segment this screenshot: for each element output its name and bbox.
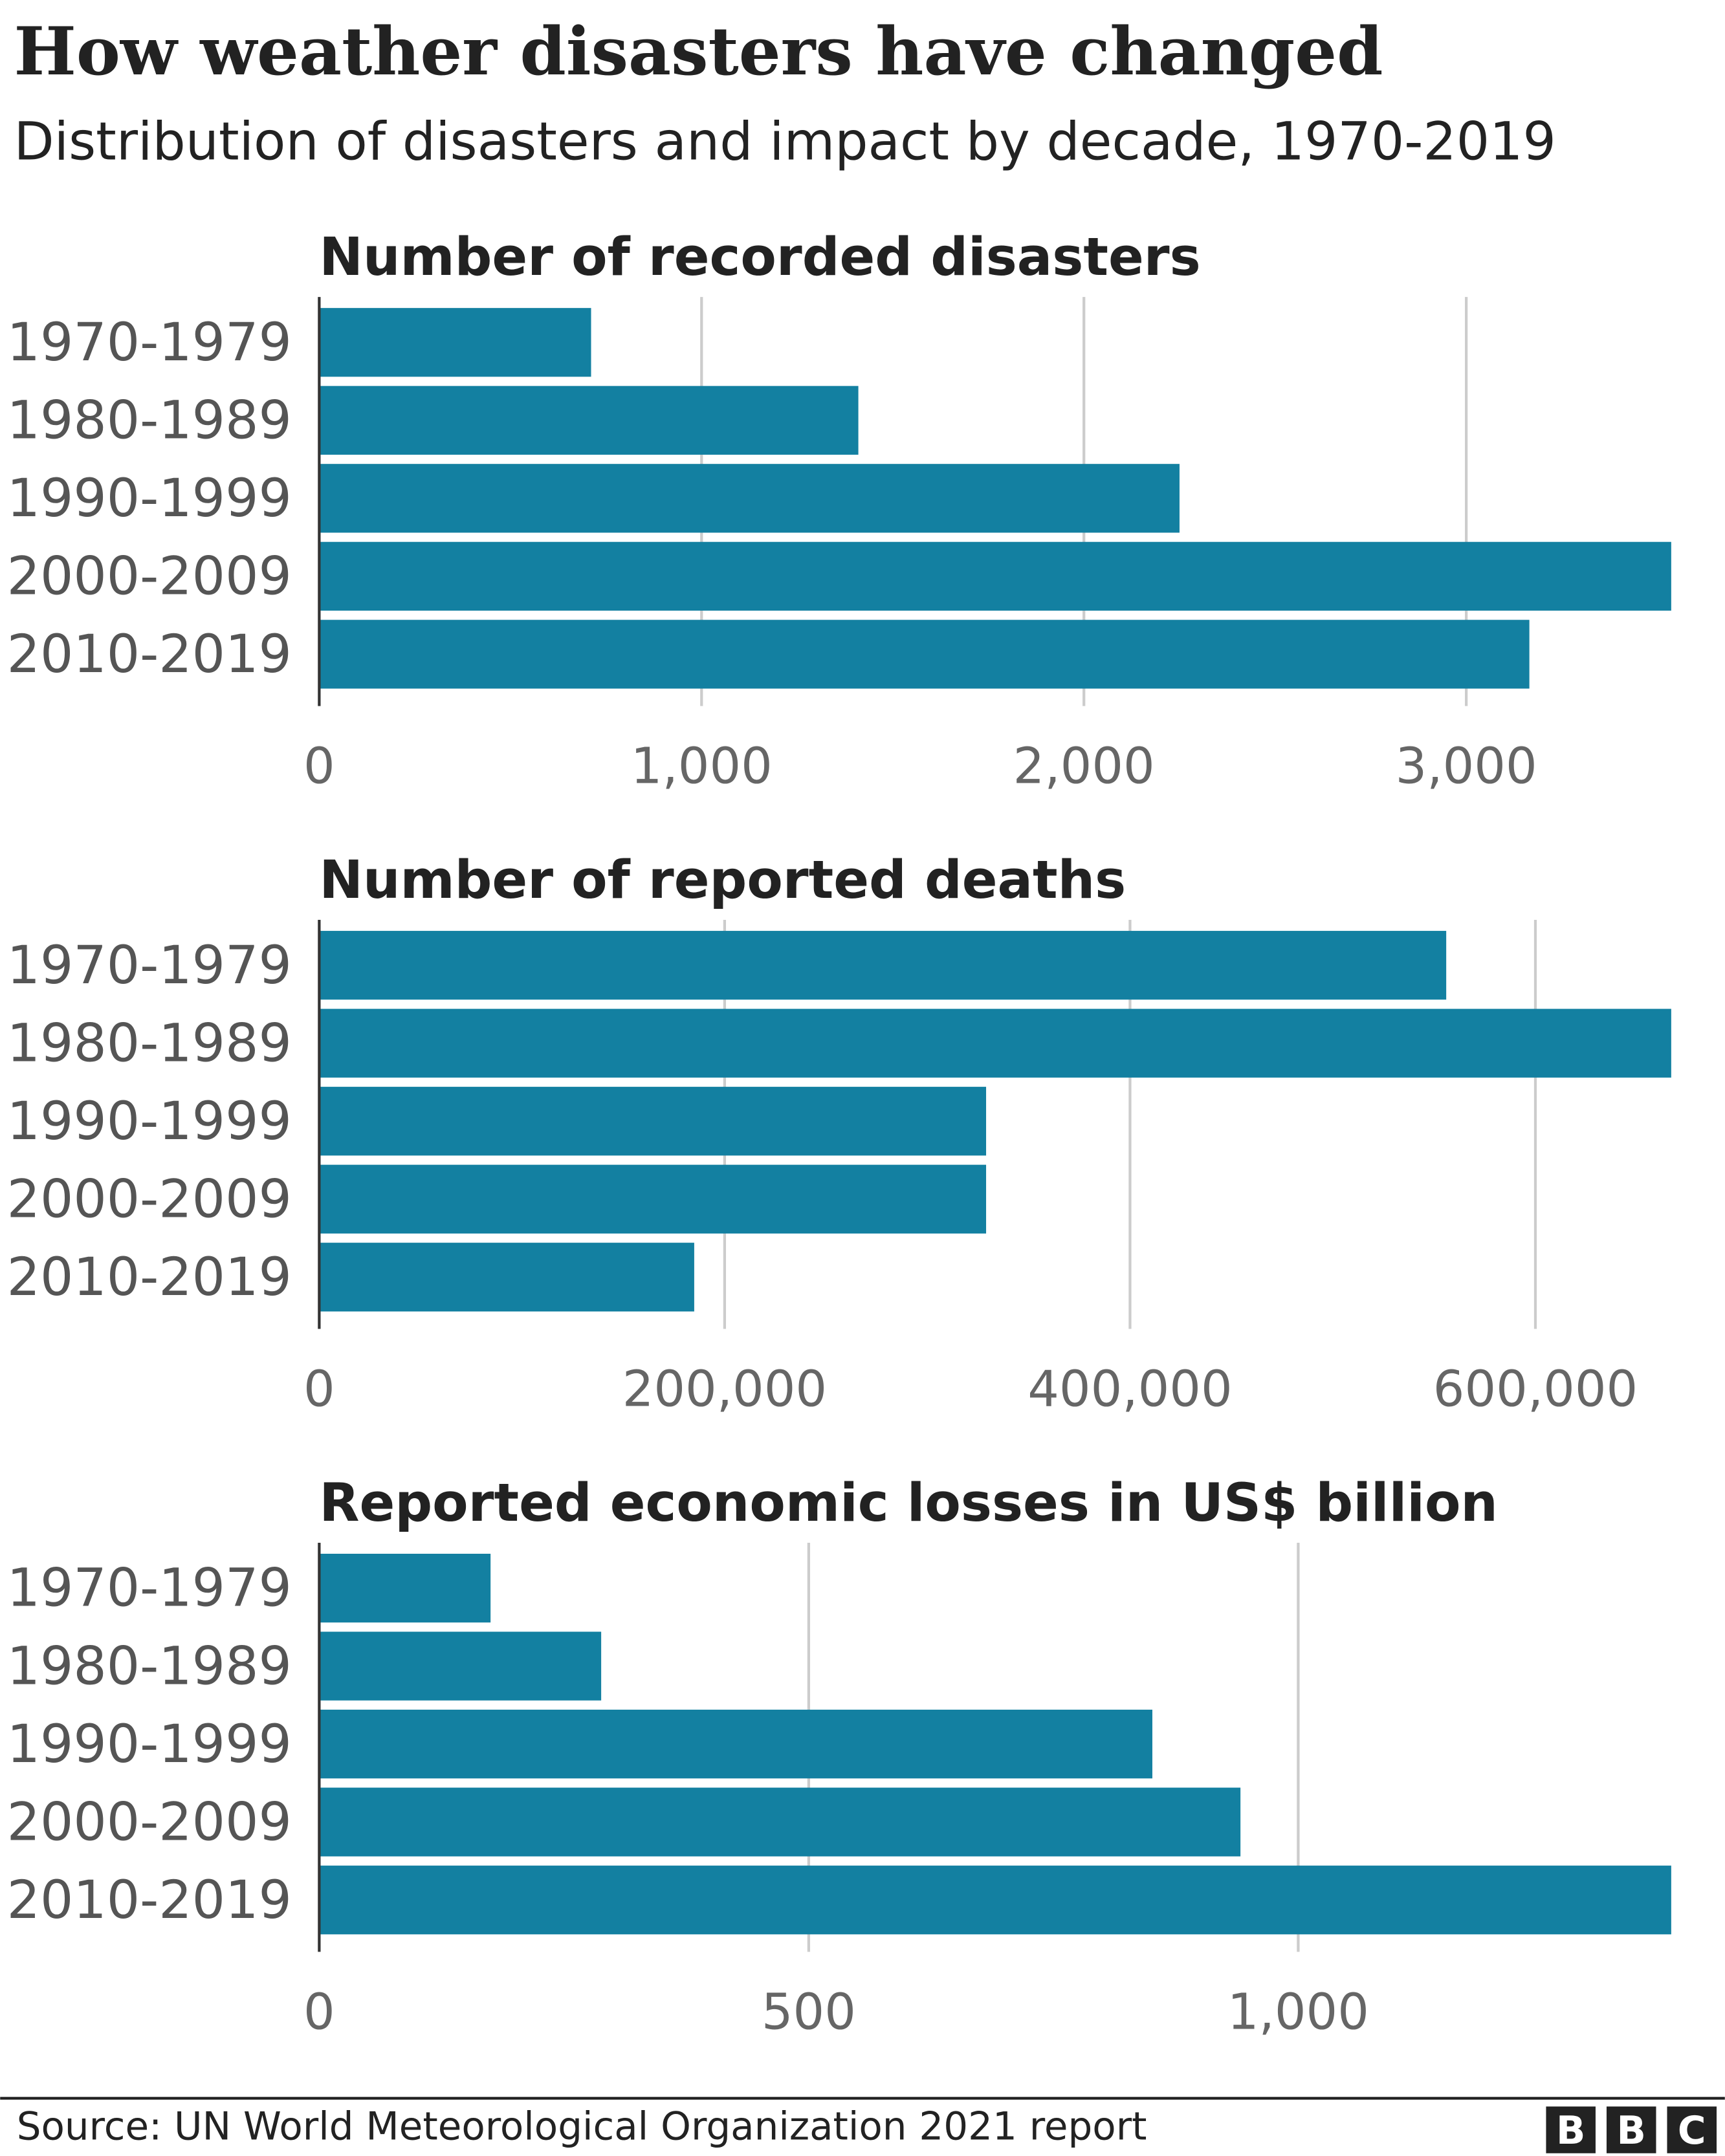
- y-tick-label: 1970-1979: [7, 312, 292, 373]
- x-tick-label: 1,000: [1227, 1983, 1369, 2041]
- y-tick-label: 1980-1989: [7, 1636, 292, 1697]
- bar: [319, 1164, 987, 1234]
- bar: [319, 1243, 694, 1312]
- bar: [319, 1787, 1241, 1857]
- x-tick-label: 500: [762, 1983, 856, 2041]
- y-tick-label: 2000-2009: [7, 1792, 292, 1853]
- y-tick-label: 2010-2019: [7, 1870, 292, 1931]
- bar: [319, 386, 859, 455]
- chart-title: How weather disasters have changed: [14, 13, 1383, 91]
- logo-letter: B: [1556, 2109, 1585, 2153]
- y-tick-label: 2000-2009: [7, 546, 292, 607]
- x-tick-label: 1,000: [631, 738, 773, 796]
- logo-letter: B: [1617, 2109, 1646, 2153]
- panel-title: Number of reported deaths: [319, 850, 1126, 911]
- x-tick-label: 400,000: [1027, 1360, 1232, 1418]
- bar: [319, 1631, 602, 1701]
- bar: [319, 620, 1530, 689]
- y-tick-label: 1970-1979: [7, 935, 292, 996]
- y-tick-label: 1990-1999: [7, 1714, 292, 1775]
- bar: [319, 464, 1180, 533]
- panel-title: Number of recorded disasters: [319, 227, 1200, 288]
- bar: [319, 1710, 1152, 1779]
- x-tick-label: 0: [303, 1983, 335, 2041]
- logo-box: [1546, 2106, 1596, 2153]
- y-tick-label: 1970-1979: [7, 1558, 292, 1619]
- y-tick-label: 1990-1999: [7, 468, 292, 529]
- bar: [319, 308, 591, 377]
- x-tick-label: 0: [303, 1360, 335, 1418]
- panel-title: Reported economic losses in US$ billion: [319, 1473, 1498, 1534]
- y-tick-label: 2000-2009: [7, 1169, 292, 1230]
- y-tick-label: 2010-2019: [7, 624, 292, 685]
- logo-box: [1667, 2106, 1717, 2153]
- y-tick-label: 2010-2019: [7, 1247, 292, 1308]
- x-tick-label: 0: [303, 738, 335, 796]
- logo: B B C: [1546, 2106, 1717, 2153]
- y-tick-label: 1980-1989: [7, 1013, 292, 1074]
- x-tick-label: 3,000: [1396, 738, 1537, 796]
- bar: [319, 1087, 987, 1156]
- bar: [319, 1008, 1671, 1078]
- source: Source: UN World Meteorological Organiza…: [17, 2104, 1147, 2149]
- x-tick-label: 2,000: [1013, 738, 1155, 796]
- y-tick-label: 1990-1999: [7, 1091, 292, 1152]
- logo-letter: C: [1678, 2109, 1706, 2153]
- x-tick-label: 200,000: [622, 1360, 827, 1418]
- logo-box: [1606, 2106, 1656, 2153]
- x-tick-label: 600,000: [1433, 1360, 1638, 1418]
- chart-subtitle: Distribution of disasters and impact by …: [14, 112, 1555, 173]
- bar: [319, 541, 1671, 611]
- bar: [319, 931, 1447, 1000]
- bar: [319, 1553, 491, 1623]
- bar: [319, 1866, 1671, 1935]
- y-tick-label: 1980-1989: [7, 390, 292, 451]
